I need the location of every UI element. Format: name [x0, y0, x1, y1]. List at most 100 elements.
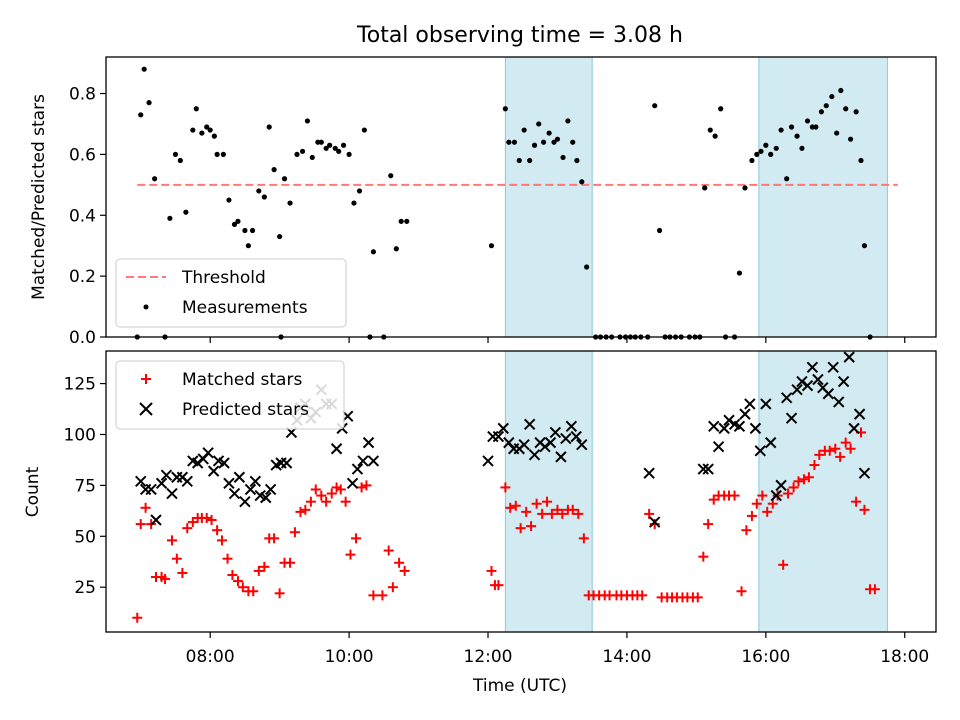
- measurement-point: [370, 249, 377, 255]
- x-tick-label: 10:00: [325, 647, 374, 667]
- predicted-stars-series: [135, 351, 871, 528]
- measurement-point: [183, 209, 189, 215]
- measurement-point: [193, 106, 199, 112]
- measurement-point: [277, 233, 283, 240]
- matched-point: [182, 523, 193, 534]
- matched-point: [216, 535, 227, 546]
- measurement-point: [502, 106, 508, 112]
- measurement-point: [574, 157, 580, 164]
- matched-point: [351, 533, 362, 544]
- bottom-legend: Matched stars Predicted stars: [115, 360, 345, 430]
- predicted-point: [560, 432, 572, 445]
- legend-measurements-swatch: [143, 304, 149, 310]
- predicted-point: [708, 420, 720, 433]
- measurement-point: [565, 118, 571, 124]
- matched-point: [692, 592, 703, 603]
- matched-point: [698, 551, 709, 562]
- measurement-point: [190, 127, 196, 133]
- measurement-point: [287, 200, 293, 206]
- matched-point: [567, 504, 578, 515]
- matched-point: [289, 527, 300, 538]
- top-panel: 0.00.20.40.60.8 Matched/Predicted stars …: [29, 56, 937, 348]
- measurement-point: [235, 218, 241, 224]
- matched-point: [377, 590, 388, 601]
- matched-point: [840, 437, 851, 448]
- predicted-point: [760, 398, 772, 410]
- measurement-point: [702, 185, 708, 191]
- observing-window: [504, 56, 593, 338]
- measurement-point: [742, 185, 748, 191]
- predicted-point: [135, 475, 147, 488]
- measurement-point: [266, 124, 272, 130]
- measurement-point: [167, 215, 173, 221]
- predicted-point: [812, 373, 824, 386]
- matched-point: [799, 474, 810, 485]
- matched-point: [387, 582, 398, 593]
- matched-point: [274, 588, 285, 599]
- matched-point: [778, 559, 789, 570]
- matched-point: [515, 523, 526, 534]
- matched-point: [757, 490, 768, 501]
- measurement-point: [546, 130, 552, 136]
- y-tick-label: 75: [74, 476, 96, 496]
- matched-point: [814, 449, 825, 460]
- measurement-point: [204, 124, 210, 130]
- matched-point: [356, 482, 367, 493]
- predicted-point: [806, 361, 819, 373]
- predicted-point: [697, 463, 710, 475]
- predicted-point: [837, 375, 850, 388]
- predicted-point: [827, 361, 839, 373]
- matched-point: [201, 512, 212, 523]
- x-tick-label: 08:00: [186, 647, 235, 667]
- measurement-point: [847, 136, 854, 142]
- matched-point: [222, 553, 233, 564]
- measurement-point: [511, 139, 518, 145]
- bottom-legend-box: [115, 360, 345, 430]
- matched-point: [237, 582, 248, 593]
- observing-window: [758, 56, 888, 338]
- matched-point: [335, 484, 346, 495]
- matched-point: [368, 590, 379, 601]
- measurement-point: [531, 142, 538, 148]
- matched-point: [227, 569, 238, 580]
- measurement-point: [778, 127, 784, 133]
- measurement-point: [207, 127, 213, 133]
- top-x-axis-ticks: [209, 337, 906, 343]
- matched-point: [140, 502, 151, 513]
- matched-point: [310, 484, 321, 495]
- matched-point: [505, 502, 516, 513]
- matched-point: [510, 500, 521, 511]
- predicted-point: [367, 455, 380, 467]
- predicted-point: [223, 477, 235, 490]
- predicted-point: [528, 449, 541, 461]
- measurement-point: [256, 188, 262, 194]
- legend-measurements-label: Measurements: [182, 298, 308, 318]
- matched-point: [361, 480, 372, 491]
- top-plot-frame: [105, 56, 937, 338]
- measurement-point: [404, 218, 410, 224]
- matched-point: [253, 565, 264, 576]
- predicted-point: [218, 457, 230, 469]
- predicted-point: [239, 495, 251, 508]
- predicted-point: [155, 477, 168, 490]
- matched-point: [531, 498, 542, 509]
- predicted-point: [357, 455, 369, 467]
- measurement-point: [829, 93, 835, 100]
- matched-point: [542, 496, 553, 507]
- matched-point: [166, 535, 177, 546]
- matched-point: [206, 515, 217, 526]
- predicted-point: [249, 475, 262, 488]
- measurement-point: [388, 173, 394, 179]
- measurement-point: [527, 157, 533, 164]
- matched-point: [644, 508, 655, 519]
- measurement-point: [393, 246, 399, 252]
- matched-point: [824, 445, 835, 456]
- matched-point: [762, 506, 773, 517]
- measurement-point: [199, 130, 205, 136]
- predicted-point: [749, 422, 762, 435]
- top-y-axis-label: Matched/Predicted stars: [29, 94, 49, 300]
- measurement-point: [294, 151, 300, 157]
- matched-point: [345, 549, 356, 560]
- predicted-point: [497, 422, 509, 435]
- bottom-plot-frame: [105, 350, 937, 633]
